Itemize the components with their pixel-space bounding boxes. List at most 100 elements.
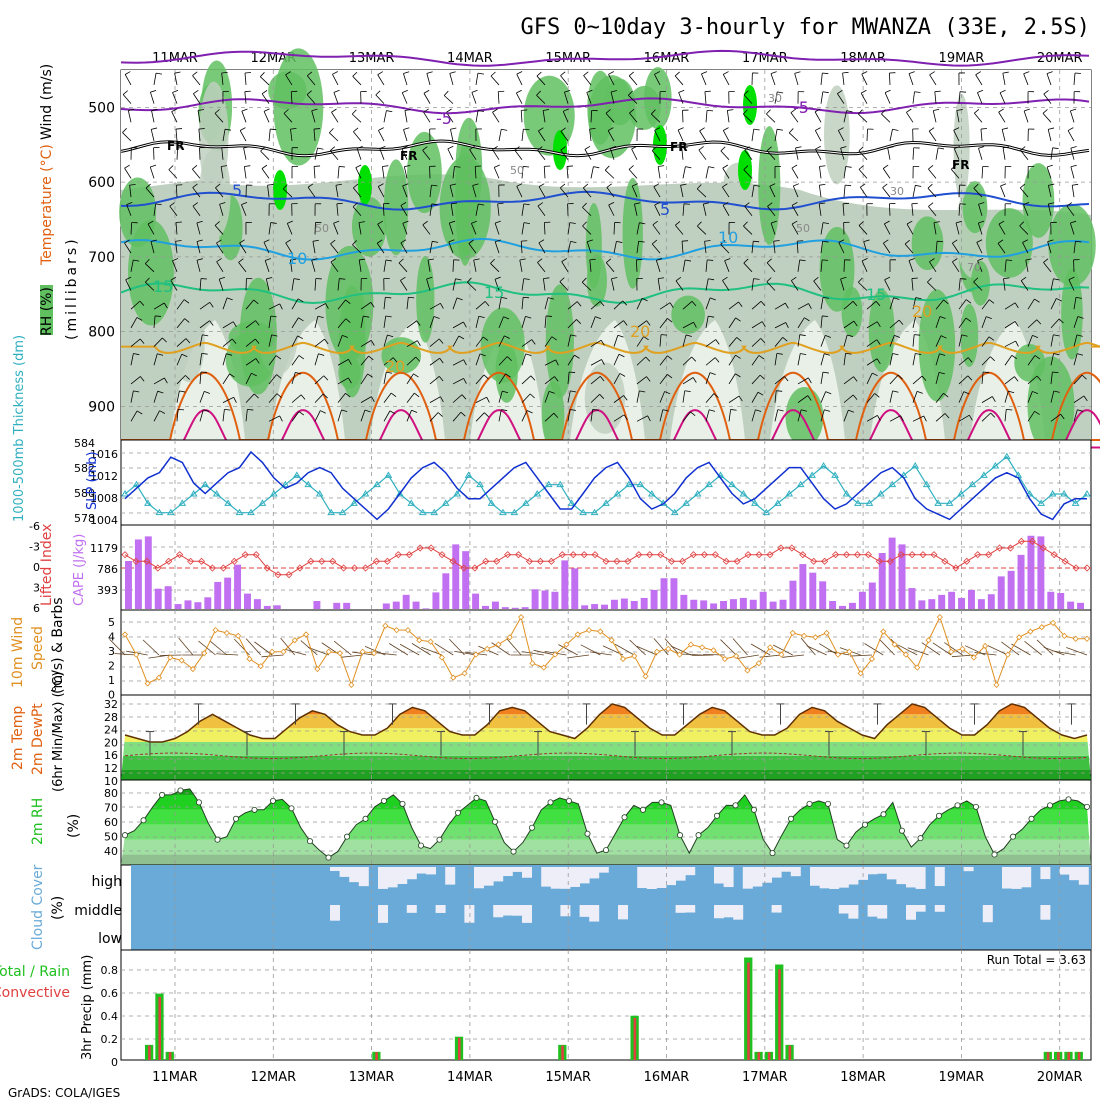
wind10m-barb: [1066, 647, 1088, 656]
wind-barb-flag: [977, 258, 984, 262]
wind-barb-flag: [367, 373, 373, 378]
wind-barb-staff: [452, 411, 462, 422]
wind-barb-staff: [696, 188, 707, 198]
wind-barb-staff: [843, 301, 854, 310]
cloud-gap-middle: [330, 905, 340, 921]
wind-barb-staff: [175, 129, 178, 142]
wind-barb-staff: [400, 205, 408, 216]
wind-barb-staff: [153, 337, 163, 347]
wind-barb-flag: [1077, 316, 1084, 319]
wind-barb-staff: [820, 409, 825, 422]
wind-barb-staff: [797, 317, 805, 329]
wind-barb-staff: [192, 187, 201, 198]
wind-barb-flag: [416, 320, 421, 326]
wind-barb-flag: [283, 109, 289, 114]
wind-barb-staff: [958, 299, 967, 310]
rh2m-marker: [917, 835, 924, 842]
wind-barb-flag: [1019, 183, 1026, 189]
wind-barb-flag: [1036, 319, 1042, 325]
thickness-marker: [613, 490, 622, 497]
wind10m-barb: [142, 639, 160, 656]
wind-barb-staff: [981, 166, 984, 179]
wind-barb-staff: [678, 92, 684, 104]
wind-barb-staff: [951, 242, 960, 254]
wind10m-barb: [454, 650, 476, 656]
wind-barb-staff: [1043, 262, 1052, 273]
thickness-marker: [785, 490, 794, 497]
wind-barb-flag: [1034, 298, 1040, 303]
wind-barb-staff: [379, 148, 385, 160]
wind-barb-flag: [623, 395, 628, 401]
cape-bar: [819, 581, 827, 609]
wind-barb-flag: [766, 109, 771, 115]
wind-barb-staff: [356, 148, 362, 160]
wind-barb-staff: [469, 149, 477, 160]
wind-barb-flag: [140, 376, 145, 382]
wind-barb-flag: [325, 303, 329, 309]
cape-bar: [442, 573, 450, 609]
wind-barb-staff: [406, 340, 418, 347]
lifted-index-marker: [613, 557, 621, 565]
wind-barb-flag: [667, 374, 673, 379]
wind-barb-staff: [498, 409, 502, 422]
wind-barb-staff: [843, 394, 854, 403]
cape-bar: [591, 604, 599, 609]
wind-barb-staff: [843, 376, 854, 385]
wind10m-barb: [932, 642, 952, 656]
cape-bar: [789, 580, 797, 609]
wind-barb-flag: [815, 127, 821, 131]
wind-barb-staff: [429, 241, 433, 254]
wind-barb-flag: [582, 221, 588, 227]
wind-barb-flag: [260, 72, 265, 77]
wind-barb-staff: [312, 241, 316, 254]
wind-barb-staff: [130, 317, 138, 329]
thickness-marker: [304, 480, 313, 488]
wind-barb-staff: [705, 316, 709, 328]
wind-barb-flag: [133, 353, 140, 356]
wind-barb-flag: [908, 258, 915, 261]
thickness-marker: [544, 480, 553, 488]
thickness-marker: [796, 480, 805, 488]
rh-moist-cell: [1061, 268, 1083, 360]
wind-barb-staff: [429, 376, 440, 385]
wind-barb-staff: [452, 394, 463, 403]
rh-grid: [121, 780, 1091, 865]
wind-barb-staff: [329, 132, 339, 142]
cape-bar: [858, 591, 866, 609]
wind-barb-flag: [1002, 71, 1009, 74]
cloud-gap-middle: [915, 905, 926, 912]
wind-barb-staff: [337, 377, 349, 385]
wind-barb-staff: [927, 187, 937, 198]
wind-barb-flag: [599, 394, 605, 399]
wind-barb-staff: [682, 411, 691, 422]
wind-barb-flag: [295, 372, 302, 375]
wind-barb-flag: [404, 109, 411, 111]
rh-moist-cell: [172, 302, 205, 383]
wind-barb-flag: [767, 202, 773, 207]
wind-barb-flag: [638, 240, 645, 243]
wind-barb-flag: [884, 276, 891, 281]
wind-barb-staff: [1073, 353, 1078, 366]
wind-barb-staff: [336, 203, 339, 216]
wind10m-marker: [619, 655, 627, 663]
label-temp-20: 20: [630, 322, 650, 341]
wind-barb-flag: [139, 338, 145, 344]
thickness-marker: [1002, 452, 1011, 460]
wind-barb-flag: [761, 321, 766, 327]
wind10m-barb: [421, 646, 443, 656]
wind-barb-staff: [406, 392, 415, 403]
wind-barb-staff: [1050, 390, 1055, 403]
wind-barb-staff: [268, 393, 278, 403]
wind-barb-staff: [567, 301, 578, 310]
wind-barb-staff: [981, 356, 991, 366]
wind-barb-flag: [872, 372, 878, 377]
wind-barb-flag: [1002, 127, 1009, 130]
thickness-marker: [235, 508, 244, 516]
wind-barb-staff: [682, 259, 686, 272]
wind-barb-flag: [715, 339, 720, 345]
wind-barb-flag: [606, 183, 612, 188]
wind-barb-staff: [866, 321, 878, 329]
rh2m-marker: [695, 832, 702, 839]
lifted-index-marker: [722, 557, 730, 565]
wind-barb-flag: [819, 183, 826, 186]
